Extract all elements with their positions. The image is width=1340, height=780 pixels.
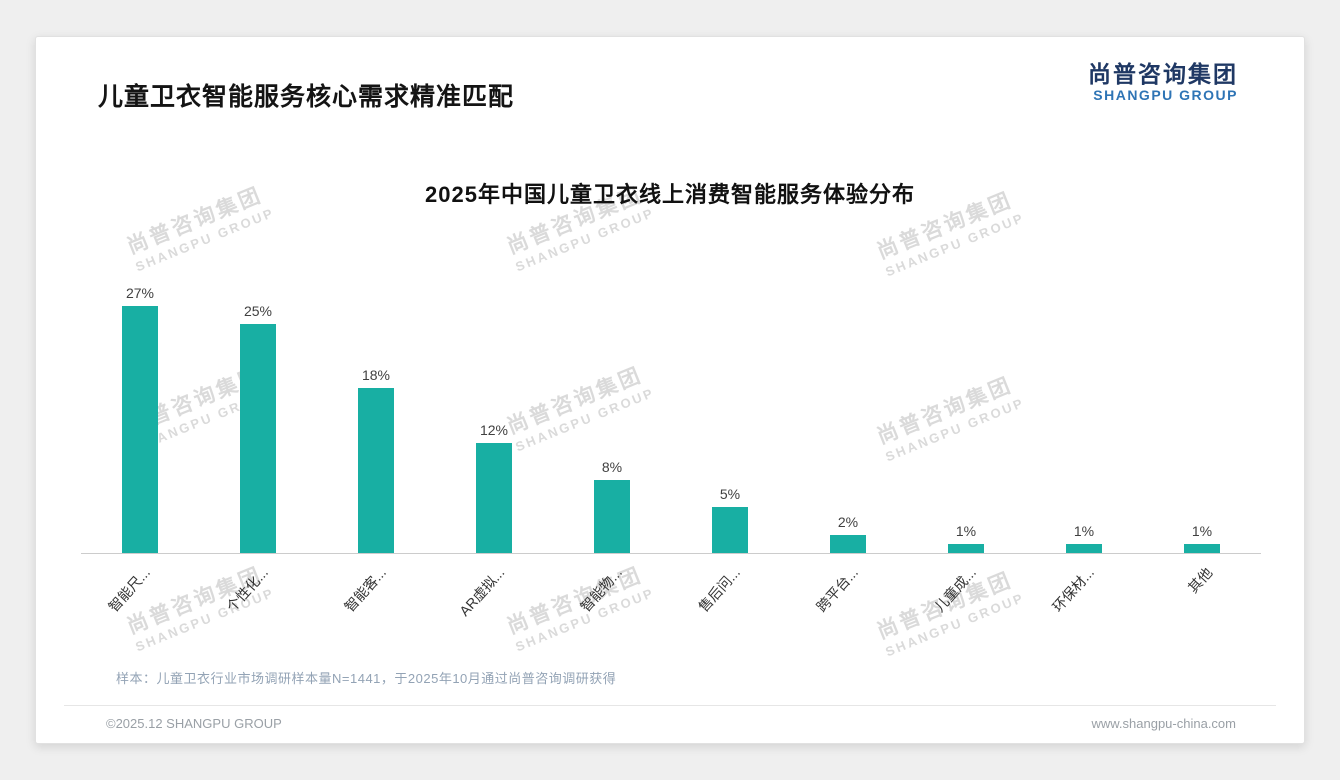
- bar-value-label: 27%: [125, 285, 155, 301]
- bar-value-label: 12%: [479, 422, 509, 438]
- bar-chart: 27% 智能尺... 25% 个性化... 18% 智能客... 12% AR虚拟... 8% 智…: [81, 277, 1261, 619]
- bar: [240, 324, 276, 553]
- bar-value-label: 1%: [1191, 523, 1213, 539]
- bar-column: 2% 跨平台...: [789, 277, 907, 615]
- bar-column: 25% 个性化...: [199, 277, 317, 615]
- bar-column: 8% 智能物...: [553, 277, 671, 615]
- chart-title: 2025年中国儿童卫衣线上消费智能服务体验分布: [425, 182, 915, 207]
- bar-value-label: 18%: [361, 367, 391, 383]
- bar-value-label: 2%: [837, 514, 859, 530]
- footer-website: www.shangpu-china.com: [1091, 716, 1236, 731]
- footer: ©2025.12 SHANGPU GROUP www.shangpu-china…: [64, 705, 1276, 731]
- bar-column: 5% 售后问...: [671, 277, 789, 615]
- bar-column: 27% 智能尺...: [81, 277, 199, 615]
- bar-column: 1% 其他: [1143, 277, 1261, 596]
- x-axis-label: 环保材...: [1049, 564, 1098, 615]
- x-axis-label: 个性化...: [223, 564, 272, 615]
- bar: [122, 306, 158, 553]
- bar: [1184, 544, 1220, 553]
- logo-text-en: SHANGPU GROUP: [1093, 87, 1238, 104]
- bar: [948, 544, 984, 553]
- bar: [476, 443, 512, 553]
- bar-column: 1% 环保材...: [1025, 277, 1143, 615]
- bar-value-label: 1%: [955, 523, 977, 539]
- bar-column: 12% AR虚拟...: [435, 277, 553, 619]
- x-axis-label: 儿童成...: [931, 564, 980, 615]
- bar-value-label: 1%: [1073, 523, 1095, 539]
- x-axis-label: AR虚拟...: [455, 564, 508, 619]
- bar-column: 18% 智能客...: [317, 277, 435, 615]
- bar-value-label: 5%: [719, 486, 741, 502]
- bar-value-label: 25%: [243, 303, 273, 319]
- bar: [1066, 544, 1102, 553]
- company-logo: 尚普咨询集团 SHANGPU GROUP: [1088, 61, 1238, 104]
- footer-copyright: ©2025.12 SHANGPU GROUP: [106, 716, 282, 731]
- bar-column: 1% 儿童成...: [907, 277, 1025, 615]
- x-axis-label: 其他: [1184, 564, 1216, 596]
- bar: [712, 507, 748, 553]
- bar-value-label: 8%: [601, 459, 623, 475]
- page-title: 儿童卫衣智能服务核心需求精准匹配: [98, 83, 515, 111]
- x-axis-label: 售后问...: [695, 564, 744, 615]
- x-axis-label: 智能尺...: [105, 564, 154, 615]
- bar: [358, 388, 394, 553]
- sample-footnote: 样本：儿童卫衣行业市场调研样本量N=1441，于2025年10月通过尚普咨询调研…: [116, 671, 617, 686]
- slide-card: 尚普咨询集团 SHANGPU GROUP 尚普咨询集团 SHANGPU GROUP 尚普…: [35, 36, 1305, 744]
- logo-text-cn: 尚普咨询集团: [1088, 61, 1238, 87]
- x-axis-label: 智能客...: [341, 564, 390, 615]
- x-axis-label: 智能物...: [577, 564, 626, 615]
- bar: [830, 535, 866, 553]
- bar: [594, 480, 630, 553]
- x-axis-label: 跨平台...: [813, 564, 862, 615]
